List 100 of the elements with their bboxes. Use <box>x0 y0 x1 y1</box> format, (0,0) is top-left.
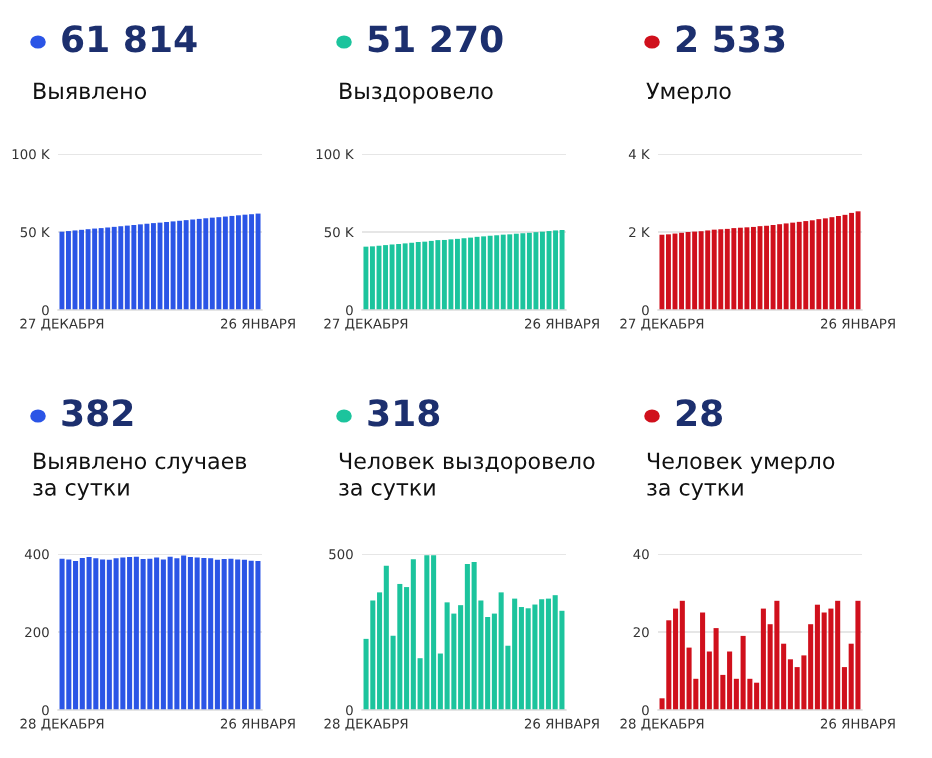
bar <box>196 218 202 310</box>
bar <box>744 227 750 310</box>
bar <box>855 211 861 310</box>
chart-subtitle: Выздоровело <box>340 82 493 104</box>
bar <box>137 224 143 310</box>
bar <box>85 229 91 310</box>
bar <box>673 608 679 710</box>
bar <box>151 223 156 310</box>
bar <box>494 235 500 310</box>
bar <box>455 238 460 310</box>
bar <box>540 231 545 310</box>
bar <box>692 231 698 310</box>
bar <box>435 240 441 310</box>
bar <box>487 235 493 310</box>
bar <box>849 212 854 310</box>
bar <box>533 232 539 310</box>
bar <box>66 231 71 310</box>
bar <box>474 236 480 310</box>
bar <box>821 612 827 710</box>
bar <box>760 608 766 710</box>
bar <box>796 221 802 310</box>
bar <box>751 226 756 310</box>
bar <box>441 239 447 310</box>
bar <box>552 595 558 710</box>
bar <box>727 651 733 710</box>
bar <box>774 600 780 710</box>
chart-subtitle: Человек умерло за сутки <box>647 452 835 501</box>
bar <box>222 216 228 310</box>
bar <box>98 228 104 310</box>
bar <box>396 244 402 310</box>
bar <box>415 241 421 310</box>
chart-subtitle: Выявлено <box>34 82 147 100</box>
bar <box>249 214 254 310</box>
bar <box>183 220 189 310</box>
bar <box>539 599 545 710</box>
bar <box>513 233 519 310</box>
bar <box>177 220 183 310</box>
bar <box>481 236 487 310</box>
bar <box>679 232 684 310</box>
bar <box>105 227 111 310</box>
bar <box>679 600 685 710</box>
bar <box>383 565 389 710</box>
chart-subtitle: Человек выздоровело за сутки <box>339 452 595 501</box>
bar <box>255 213 261 310</box>
bar <box>553 230 558 310</box>
bar <box>814 604 820 710</box>
bar <box>409 242 415 310</box>
bar <box>370 246 375 310</box>
bar <box>144 223 150 310</box>
bar <box>713 628 719 710</box>
bar <box>518 607 524 710</box>
bar <box>131 224 137 310</box>
bar <box>740 635 746 710</box>
bar <box>422 241 428 310</box>
chart-subtitle: Выявлено случаев за сутки <box>33 452 247 501</box>
bar <box>770 224 776 310</box>
bar <box>526 232 532 310</box>
bar <box>363 246 369 310</box>
bar <box>124 225 130 310</box>
chart-title: 61 814 <box>62 25 197 53</box>
bar <box>370 600 376 710</box>
bar <box>790 222 796 310</box>
bar <box>468 237 473 310</box>
bar <box>532 604 538 710</box>
bar <box>829 217 835 310</box>
bar <box>209 217 215 310</box>
bar <box>164 222 169 310</box>
chart-title: 382 <box>62 399 133 427</box>
bar <box>507 234 513 310</box>
bar <box>816 219 822 310</box>
bar <box>659 234 665 310</box>
bar <box>92 228 98 310</box>
bar <box>410 559 416 710</box>
bar <box>705 230 711 310</box>
bar <box>835 600 841 710</box>
bar <box>698 231 704 310</box>
bar <box>559 229 565 310</box>
bar <box>764 225 769 310</box>
bar <box>737 227 743 310</box>
bar <box>855 600 861 710</box>
bar <box>118 226 124 310</box>
bar <box>783 223 789 310</box>
chart-subtitle: Умерло <box>646 82 731 104</box>
bar <box>498 592 504 710</box>
bar <box>828 608 834 710</box>
bar <box>236 215 241 310</box>
bar <box>666 234 671 310</box>
bar <box>545 598 551 710</box>
bar <box>525 608 531 710</box>
bar <box>512 598 518 710</box>
bar <box>203 218 209 310</box>
bar <box>471 562 477 710</box>
bar <box>229 215 235 310</box>
bar <box>444 602 450 710</box>
chart-title: 51 270 <box>368 25 503 53</box>
bar <box>397 583 403 710</box>
bar <box>700 612 706 710</box>
chart-title: 2 533 <box>676 25 785 53</box>
bar <box>216 217 222 310</box>
bar <box>777 224 783 310</box>
